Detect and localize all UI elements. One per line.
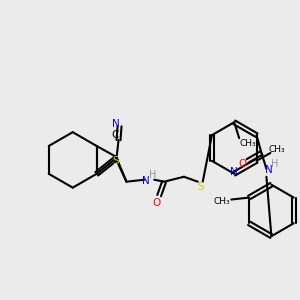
Text: N: N: [112, 119, 119, 129]
Text: CH₃: CH₃: [240, 139, 256, 148]
Text: H: H: [148, 170, 156, 180]
Text: H: H: [271, 159, 278, 169]
Text: N: N: [265, 165, 272, 175]
Text: CH₃: CH₃: [268, 145, 285, 154]
Text: O: O: [152, 197, 160, 208]
Text: O: O: [238, 159, 247, 169]
Text: S: S: [197, 182, 204, 192]
Text: N: N: [230, 167, 238, 177]
Text: CH₃: CH₃: [213, 197, 230, 206]
Text: C: C: [111, 130, 118, 140]
Text: N: N: [142, 176, 150, 186]
Text: S: S: [112, 156, 119, 166]
